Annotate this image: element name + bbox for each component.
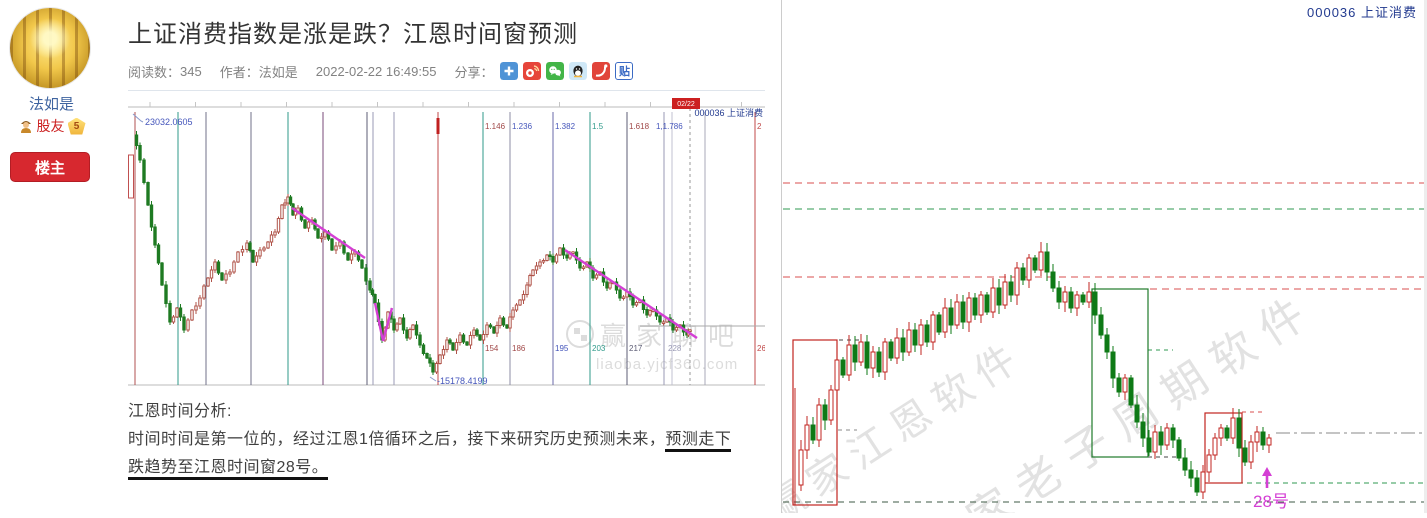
user-avatar[interactable] <box>10 8 90 88</box>
analysis-line-2: 时间时间是第一位的，经过江恩1倍循环之后，接下来研究历史预测未来，预测走下 <box>128 426 783 454</box>
qq-icon[interactable] <box>569 62 588 80</box>
wechat-icon[interactable] <box>546 62 565 80</box>
user-role-row: 股友 5 <box>0 116 103 136</box>
sidebar: 法如是 股友 5 楼主 <box>0 0 103 513</box>
svg-text:217: 217 <box>629 344 643 353</box>
svg-text:28号: 28号 <box>1253 492 1289 511</box>
svg-text:228: 228 <box>668 344 682 353</box>
weibo-icon[interactable] <box>523 62 542 80</box>
analysis-line2-prefix: 时间时间是第一位的，经过江恩1倍循环之后，接下来研究历史预测未来， <box>128 431 666 448</box>
role-label: 股友 <box>36 118 65 134</box>
analysis-line2-underlined: 预测走下 <box>665 431 732 452</box>
right-chart-panel[interactable]: 赢家江恩软件 赢家老子周期软件 28号 000036 上证消费 <box>757 0 1427 518</box>
stock-friend-icon <box>20 121 31 133</box>
post-meta: 阅读数： 345 作者： 法如是 2022-02-22 16:49:55 分享：… <box>128 60 634 82</box>
svg-text:154: 154 <box>485 344 499 353</box>
svg-text:195: 195 <box>555 344 569 353</box>
svg-text:268: 268 <box>757 344 765 353</box>
svg-text:1.5: 1.5 <box>592 122 604 131</box>
analysis-line3-underlined: 跌趋势至江恩时间窗28号。 <box>128 459 329 480</box>
tencent-weibo-icon[interactable] <box>592 62 611 80</box>
share-plus-icon[interactable] <box>500 62 519 80</box>
level-number: 5 <box>73 120 80 132</box>
svg-text:1.618: 1.618 <box>629 122 650 131</box>
views-label: 阅读数： <box>128 64 181 80</box>
window-edge <box>1424 0 1427 513</box>
analysis-line-3: 跌趋势至江恩时间窗28号。 <box>128 454 783 482</box>
author-name[interactable]: 法如是 <box>258 64 298 80</box>
page-title: 上证消费指数是涨是跌？江恩时间窗预测 <box>128 21 578 48</box>
meta-divider <box>128 90 765 91</box>
share-icons: 贴 <box>495 62 634 80</box>
author-label: 作者： <box>219 64 259 80</box>
svg-text:liaoba.yjcf360.com: liaoba.yjcf360.com <box>596 356 738 373</box>
username[interactable]: 法如是 <box>28 96 74 113</box>
svg-text:1,1.786: 1,1.786 <box>656 122 683 131</box>
tieba-icon[interactable]: 贴 <box>615 62 634 80</box>
post-datetime: 2022-02-22 16:49:55 <box>315 63 437 79</box>
share-label: 分享： <box>454 64 494 80</box>
stock-symbol-label: 000036 上证消费 <box>1307 5 1417 20</box>
post-chart-image[interactable]: 赢家聊吧 liaoba.yjcf360.com 1.146 1.236 1.382 1.5… <box>128 96 771 388</box>
level-badge: 5 <box>67 117 86 135</box>
svg-text:1.236: 1.236 <box>512 122 533 131</box>
svg-text:000036 上证消费: 000036 上证消费 <box>694 107 763 118</box>
svg-text:1.382: 1.382 <box>555 122 576 131</box>
svg-text:1.146: 1.146 <box>485 122 506 131</box>
svg-text:2: 2 <box>757 122 762 131</box>
floor-owner-button[interactable]: 楼主 <box>10 152 90 182</box>
svg-text:02/22: 02/22 <box>677 101 695 108</box>
analysis-heading: 江恩时间分析: <box>128 403 232 420</box>
svg-text:186: 186 <box>512 344 526 353</box>
svg-text:-15178.4199: -15178.4199 <box>437 376 488 386</box>
svg-text:203: 203 <box>592 344 606 353</box>
views-count: 345 <box>180 63 202 79</box>
svg-text:23032.0605: 23032.0605 <box>145 117 193 127</box>
analysis-text: 江恩时间分析: 时间时间是第一位的，经过江恩1倍循环之后，接下来研究历史预测未来… <box>128 398 783 482</box>
